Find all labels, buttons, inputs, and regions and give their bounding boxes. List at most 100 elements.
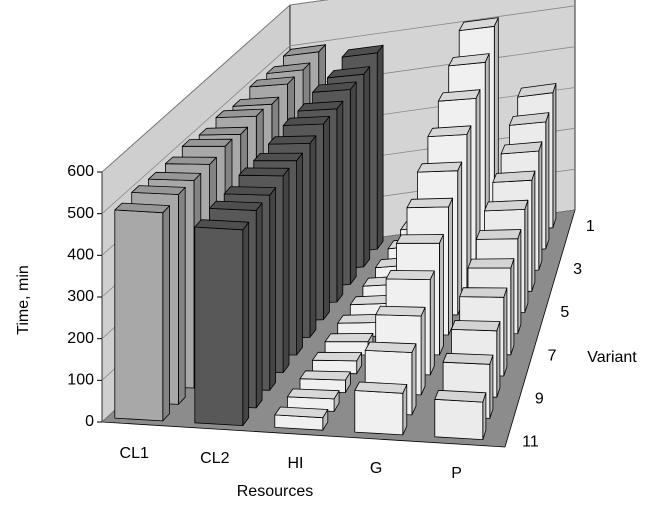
- bar-side: [255, 202, 263, 409]
- grid-line: [101, 0, 329, 173]
- bar-top: [385, 270, 435, 281]
- x-tick-label: HI: [287, 455, 303, 472]
- bar-top: [249, 76, 295, 88]
- bar-top: [396, 234, 444, 244]
- bar-side: [531, 170, 536, 292]
- z-tick-label: 7: [548, 347, 557, 364]
- bar-top: [286, 388, 340, 400]
- bar-top: [266, 62, 311, 74]
- y-tick-label: 200: [67, 330, 94, 347]
- bar-top: [215, 108, 264, 118]
- bar-top: [448, 53, 490, 67]
- bar-top: [194, 219, 250, 231]
- bar-top: [326, 66, 371, 79]
- bar-top: [283, 44, 326, 57]
- bar-top: [274, 406, 329, 419]
- bar-top: [148, 171, 202, 181]
- bar-front: [354, 390, 404, 436]
- bar-top: [416, 161, 463, 173]
- bar-top: [475, 229, 522, 240]
- z-axis-title: Variant: [587, 349, 637, 366]
- bar-top: [517, 83, 557, 98]
- bar-side: [496, 321, 501, 398]
- bar-side: [376, 44, 384, 250]
- z-tick-label: 11: [522, 433, 539, 450]
- bar-top: [354, 381, 408, 394]
- bar-top: [364, 341, 417, 353]
- bar-top: [437, 89, 481, 102]
- bar: [354, 381, 408, 436]
- bar-top: [223, 186, 277, 196]
- y-axis-title: Time, min: [15, 265, 32, 335]
- x-tick-label: G: [370, 460, 382, 477]
- bar-side: [524, 199, 529, 313]
- y-tick-label: 500: [67, 205, 94, 222]
- bar-top: [324, 332, 374, 343]
- y-tick-label: 600: [67, 163, 94, 180]
- bar-side: [457, 161, 463, 316]
- bar-top: [500, 141, 543, 155]
- bar-side: [411, 343, 417, 416]
- bar-side: [349, 81, 357, 285]
- bar-top: [492, 170, 536, 183]
- bar-side: [552, 83, 557, 229]
- bar-top: [375, 305, 426, 317]
- bar-top: [312, 351, 363, 362]
- bar-top: [312, 81, 357, 93]
- bar-side: [363, 66, 371, 268]
- bar-top: [198, 126, 249, 136]
- bar-front: [434, 398, 484, 441]
- bar-top: [450, 320, 501, 332]
- z-tick-label: 9: [535, 390, 544, 407]
- bar-side: [489, 354, 494, 419]
- bar-top: [131, 185, 186, 195]
- y-tick-label: 300: [67, 288, 94, 305]
- bar-side: [517, 229, 522, 335]
- bar-top: [427, 125, 472, 138]
- bar-top: [114, 202, 171, 214]
- bar-top: [299, 370, 351, 381]
- y-tick-label: 400: [67, 247, 94, 264]
- bar: [312, 351, 363, 375]
- bar-side: [429, 270, 435, 376]
- bar-side: [420, 306, 426, 396]
- bar-front: [194, 226, 244, 427]
- bar-side: [545, 112, 550, 250]
- x-tick-label: P: [451, 465, 462, 482]
- z-tick-label: 3: [573, 261, 582, 278]
- bar-top: [442, 352, 494, 365]
- bar-top: [238, 167, 290, 177]
- y-tick-label: 100: [67, 372, 94, 389]
- bar-side: [336, 100, 344, 303]
- bar-top: [164, 156, 217, 165]
- bar-side: [177, 186, 186, 405]
- bar-top: [459, 287, 508, 298]
- x-axis-title: Resources: [237, 483, 313, 500]
- bar: [194, 219, 250, 427]
- bar-side: [503, 287, 508, 377]
- z-tick-label: 1: [586, 218, 595, 235]
- bar-side: [510, 258, 515, 356]
- bar-side: [242, 221, 250, 427]
- bar-side: [282, 167, 290, 374]
- z-tick-label: 5: [560, 304, 569, 321]
- bar-front: [114, 209, 164, 422]
- bar-top: [209, 200, 263, 211]
- bar-top: [467, 258, 515, 269]
- bar-top: [434, 389, 487, 403]
- bar-side: [296, 152, 303, 356]
- bar-side: [322, 116, 330, 321]
- bar-top: [282, 116, 330, 126]
- bar-side: [162, 205, 171, 422]
- bar-side: [438, 234, 444, 356]
- bar-top: [181, 138, 233, 147]
- bar: [274, 406, 329, 431]
- y-tick-label: 0: [85, 413, 94, 430]
- bar-top: [508, 112, 550, 126]
- bar: [114, 202, 171, 422]
- bar: [434, 389, 487, 441]
- bar-top: [232, 96, 280, 107]
- bar-side: [269, 187, 277, 391]
- x-tick-label: CL1: [120, 445, 149, 462]
